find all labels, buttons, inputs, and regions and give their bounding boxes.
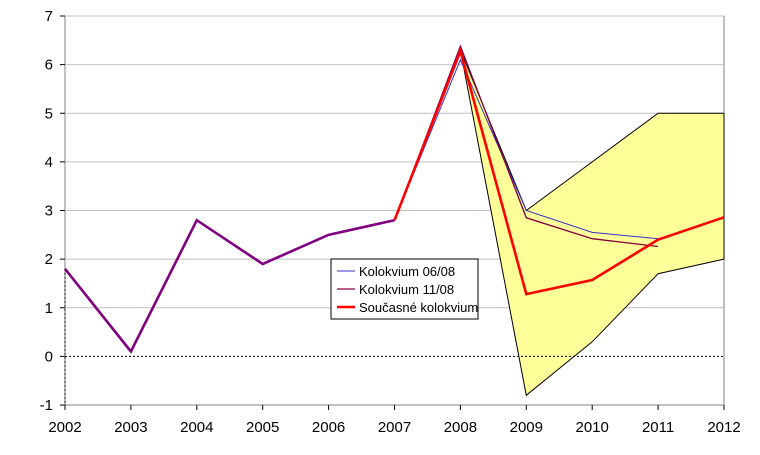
forecast-band (459, 49, 725, 397)
x-tick-label: 2011 (642, 419, 674, 436)
series-lines (63, 44, 725, 354)
x-tick-label: 2010 (576, 419, 609, 436)
band-fill (460, 50, 724, 396)
y-tick-label: 0 (45, 348, 53, 365)
legend: Kolokvium 06/08 Kolokvium 11/08 Současné k… (330, 258, 479, 320)
legend-label: Kolokvium 11/08 (359, 282, 454, 297)
x-tick-label: 2005 (246, 419, 279, 436)
y-axis: -1 0 1 2 3 4 5 6 7 (40, 8, 65, 414)
x-tick-label: 2003 (114, 419, 147, 436)
series-line-0 (394, 58, 659, 240)
y-tick-label: 1 (45, 300, 53, 317)
x-tick-label: 2007 (378, 419, 411, 436)
y-tick-label: 4 (45, 154, 53, 171)
y-tick-label: 2 (45, 251, 53, 268)
x-tick-label: 2008 (444, 419, 477, 436)
x-tick-label: 2004 (180, 419, 213, 436)
series-line-2 (393, 46, 725, 296)
band-lower-edge (459, 49, 725, 397)
legend-box (330, 258, 479, 320)
x-axis: 2002 2003 2004 2005 2006 2007 2008 2009 2010 2011… (48, 405, 741, 436)
y-tick-label: 7 (45, 8, 53, 25)
band-upper-edge (459, 49, 724, 212)
x-tick-label: 2002 (48, 419, 81, 436)
y-tick-label: 6 (45, 57, 53, 74)
legend-label: Současné kolokvium (359, 300, 478, 315)
x-tick-label: 2009 (510, 419, 543, 436)
history-line (63, 218, 395, 354)
y-tick-label: 3 (45, 203, 53, 220)
zero-line (64, 268, 724, 405)
x-tick-label: 2012 (707, 419, 740, 436)
legend-label: Kolokvium 06/08 (359, 264, 455, 279)
x-tick-label: 2006 (312, 419, 345, 436)
y-tick-label: -1 (40, 397, 53, 414)
y-tick-label: 5 (45, 105, 53, 122)
